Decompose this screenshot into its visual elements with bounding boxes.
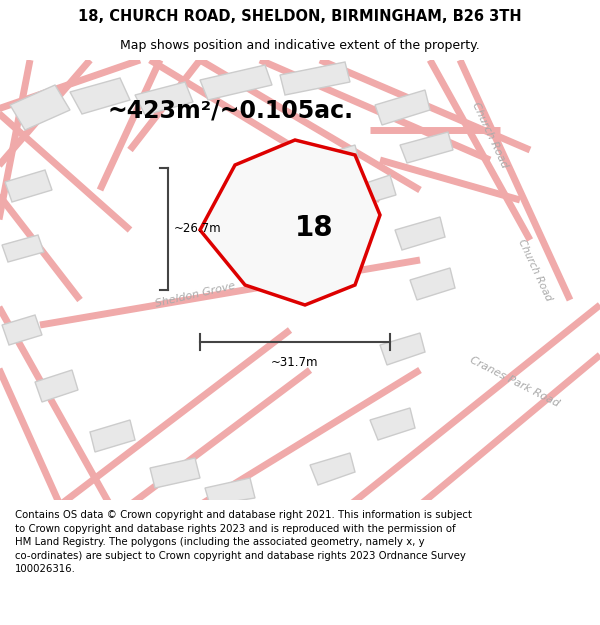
Text: Church Road: Church Road — [517, 238, 554, 302]
Polygon shape — [375, 90, 430, 125]
Polygon shape — [205, 478, 255, 505]
Text: ~423m²/~0.105ac.: ~423m²/~0.105ac. — [107, 98, 353, 122]
Text: ~26.7m: ~26.7m — [174, 222, 221, 236]
Polygon shape — [310, 453, 355, 485]
Text: Sheldon Grove: Sheldon Grove — [154, 281, 236, 309]
Polygon shape — [2, 315, 42, 345]
Polygon shape — [135, 82, 193, 115]
Polygon shape — [200, 140, 380, 305]
Polygon shape — [395, 217, 445, 250]
Text: Church Road: Church Road — [470, 101, 509, 169]
Polygon shape — [90, 420, 135, 452]
Polygon shape — [5, 170, 52, 202]
Polygon shape — [410, 268, 455, 300]
Text: Map shows position and indicative extent of the property.: Map shows position and indicative extent… — [120, 39, 480, 51]
Polygon shape — [370, 408, 415, 440]
Polygon shape — [2, 235, 44, 262]
Polygon shape — [280, 62, 350, 95]
Text: 18, CHURCH ROAD, SHELDON, BIRMINGHAM, B26 3TH: 18, CHURCH ROAD, SHELDON, BIRMINGHAM, B2… — [78, 9, 522, 24]
Polygon shape — [380, 333, 425, 365]
Polygon shape — [35, 370, 78, 402]
Polygon shape — [200, 65, 272, 100]
Polygon shape — [345, 175, 396, 208]
Text: Contains OS data © Crown copyright and database right 2021. This information is : Contains OS data © Crown copyright and d… — [15, 510, 472, 574]
Polygon shape — [240, 165, 302, 200]
Text: Cranes Park Road: Cranes Park Road — [469, 355, 562, 409]
Polygon shape — [150, 458, 200, 488]
Text: ~31.7m: ~31.7m — [271, 356, 319, 369]
Polygon shape — [305, 145, 360, 180]
Text: 18: 18 — [295, 214, 334, 241]
Polygon shape — [10, 85, 70, 130]
Polygon shape — [70, 78, 130, 114]
Polygon shape — [400, 132, 453, 163]
